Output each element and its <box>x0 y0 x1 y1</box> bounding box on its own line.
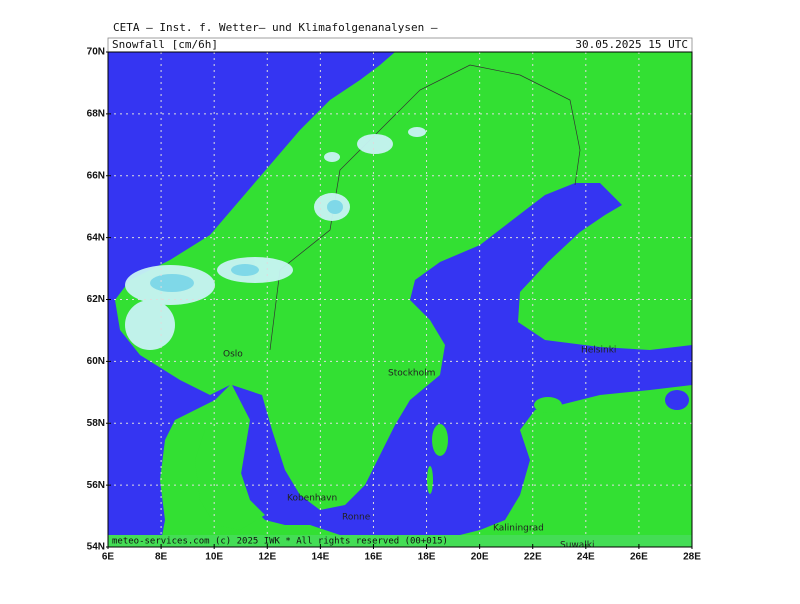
lat-tick-label: 54N <box>87 542 105 553</box>
baltic-sea <box>232 183 692 545</box>
place-label: Kobenhavn <box>287 494 337 504</box>
lat-tick-label: 62N <box>87 294 105 305</box>
lat-tick-label: 68N <box>87 109 105 120</box>
lon-tick-label: 28E <box>683 552 701 563</box>
lat-tick-label: 60N <box>87 356 105 367</box>
denmark <box>195 425 265 530</box>
institute-title: CETA — Inst. f. Wetter— und Klimafolgena… <box>113 21 438 34</box>
footer-strip <box>108 535 692 547</box>
lat-tick-label: 56N <box>87 480 105 491</box>
lon-tick-label: 22E <box>524 552 542 563</box>
lake-peipus <box>665 390 689 410</box>
place-label: Helsinki <box>581 346 616 356</box>
lat-tick-label: 64N <box>87 232 105 243</box>
borders <box>269 64 581 351</box>
place-label: Ronne <box>342 513 371 523</box>
lon-tick-label: 10E <box>205 552 223 563</box>
lat-tick-label: 58N <box>87 418 105 429</box>
map-area: Oslo Stockholm Helsinki Kobenhavn Ronne … <box>107 51 693 551</box>
place-label: Suwalki <box>560 541 595 551</box>
lon-tick-label: 8E <box>155 552 168 563</box>
lon-tick-label: 18E <box>418 552 436 563</box>
lon-tick-label: 26E <box>630 552 648 563</box>
lat-tick-label: 70N <box>87 47 105 58</box>
saaremaa <box>534 397 562 413</box>
lon-tick-label: 20E <box>471 552 489 563</box>
place-label: Stockholm <box>388 369 435 379</box>
lon-tick-label: 6E <box>102 552 115 563</box>
place-label: Oslo <box>223 350 243 360</box>
lon-tick-label: 16E <box>365 552 383 563</box>
footer-credit: meteo-services.com (c) 2025 IWK * All ri… <box>112 537 448 547</box>
oland <box>427 466 433 494</box>
lat-tick-label: 66N <box>87 170 105 181</box>
lon-tick-label: 14E <box>311 552 329 563</box>
parameter-label: Snowfall [cm/6h] <box>112 38 218 51</box>
lon-tick-label: 12E <box>258 552 276 563</box>
gotland <box>432 424 448 456</box>
place-label: Kaliningrad <box>493 524 544 534</box>
valid-time: 30.05.2025 15 UTC <box>575 38 688 51</box>
atlantic-sea <box>108 52 395 547</box>
lon-tick-label: 24E <box>577 552 595 563</box>
